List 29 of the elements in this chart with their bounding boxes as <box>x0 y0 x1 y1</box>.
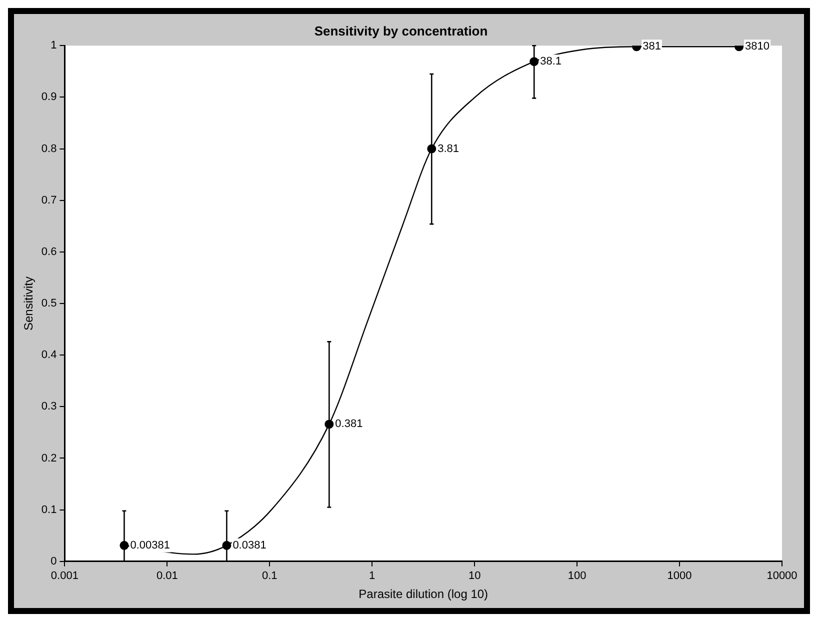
y-tick-label: 0.5 <box>41 298 57 310</box>
x-tick-label: 0.01 <box>156 570 178 582</box>
annotation: 3810 <box>745 40 770 53</box>
y-tick-label: 0.9 <box>41 91 57 104</box>
y-tick-label: 0.7 <box>41 194 57 206</box>
x-tick-label: 10000 <box>766 570 798 582</box>
y-axis-title: Sensitivity <box>22 276 36 331</box>
annotation: 0.381 <box>335 418 363 430</box>
y-tick-label: 0.2 <box>41 452 57 464</box>
y-tick-label: 0 <box>50 555 57 568</box>
x-tick-label: 0.001 <box>50 570 78 582</box>
x-tick-label: 10 <box>468 570 481 582</box>
y-tick-label: 0.8 <box>41 142 57 155</box>
annotation: 0.0381 <box>232 539 266 552</box>
x-tick-label: 0.1 <box>262 570 278 582</box>
y-tick-label: 0.3 <box>41 400 57 413</box>
y-tick-label: 0.1 <box>41 504 57 516</box>
x-axis-title: Parasite dilution (log 10) <box>358 587 488 602</box>
x-tick-label: 1000 <box>667 570 692 582</box>
y-tick-label: 1 <box>50 40 57 52</box>
x-tick-label: 100 <box>568 570 586 582</box>
y-tick-label: 0.4 <box>41 349 57 362</box>
chart-title: Sensitivity by concentration <box>314 23 488 38</box>
annotation: 381 <box>642 40 661 53</box>
annotation: 38.1 <box>540 56 562 68</box>
annotation: 0.00381 <box>130 539 170 552</box>
annotation: 3.81 <box>438 142 460 155</box>
x-tick-label: 1 <box>369 570 376 582</box>
y-tick-label: 0.6 <box>41 246 57 258</box>
